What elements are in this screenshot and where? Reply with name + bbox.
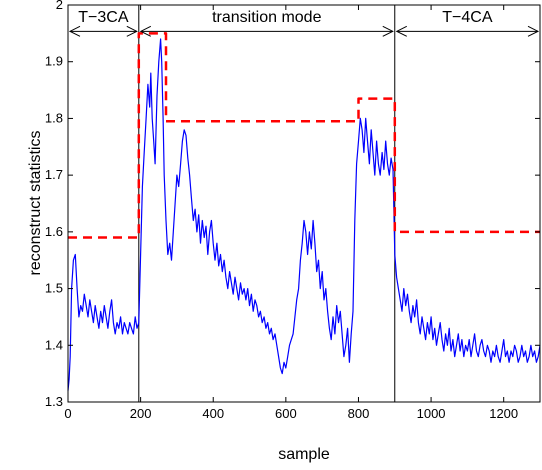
region-label-3: T−4CA xyxy=(442,9,493,26)
y-tick-label: 1.8 xyxy=(45,110,63,125)
plot-frame xyxy=(67,4,541,403)
x-axis-ticks: 0 200 400 600 800 1000 1200 xyxy=(64,5,518,421)
region-label-1: T−3CA xyxy=(78,9,129,26)
x-tick-label: 600 xyxy=(275,406,297,421)
series-layer xyxy=(67,32,541,391)
region-labels: T−3CA transition mode T−4CA xyxy=(78,9,493,26)
x-tick-label: 1200 xyxy=(489,406,518,421)
y-tick-label: 2 xyxy=(56,0,63,12)
x-axis-label: sample xyxy=(278,446,330,463)
region-label-2: transition mode xyxy=(212,9,321,26)
statistic-line xyxy=(67,38,541,391)
plot-background xyxy=(68,5,540,402)
y-tick-label: 1.6 xyxy=(45,224,63,239)
y-tick-label: 1.5 xyxy=(45,281,63,296)
y-tick-label: 1.4 xyxy=(45,337,63,352)
region-arrows xyxy=(68,25,540,37)
x-tick-label: 400 xyxy=(202,406,224,421)
x-tick-label: 1000 xyxy=(417,406,446,421)
x-tick-label: 200 xyxy=(130,406,152,421)
region-arrow-3 xyxy=(395,25,540,37)
threshold-line xyxy=(68,32,540,239)
region-arrow-1 xyxy=(68,25,138,37)
y-tick-label: 1.9 xyxy=(45,54,63,69)
y-axis-label: reconstruct statistics xyxy=(27,131,44,276)
region-arrow-2 xyxy=(139,25,394,37)
y-axis-ticks: 1.3 1.4 1.5 1.6 1.7 1.8 1.9 2 xyxy=(45,0,540,409)
y-tick-label: 1.3 xyxy=(45,394,63,409)
region-boundaries xyxy=(138,5,396,402)
x-tick-label: 800 xyxy=(348,406,370,421)
y-tick-label: 1.7 xyxy=(45,167,63,182)
x-tick-label: 0 xyxy=(64,406,71,421)
